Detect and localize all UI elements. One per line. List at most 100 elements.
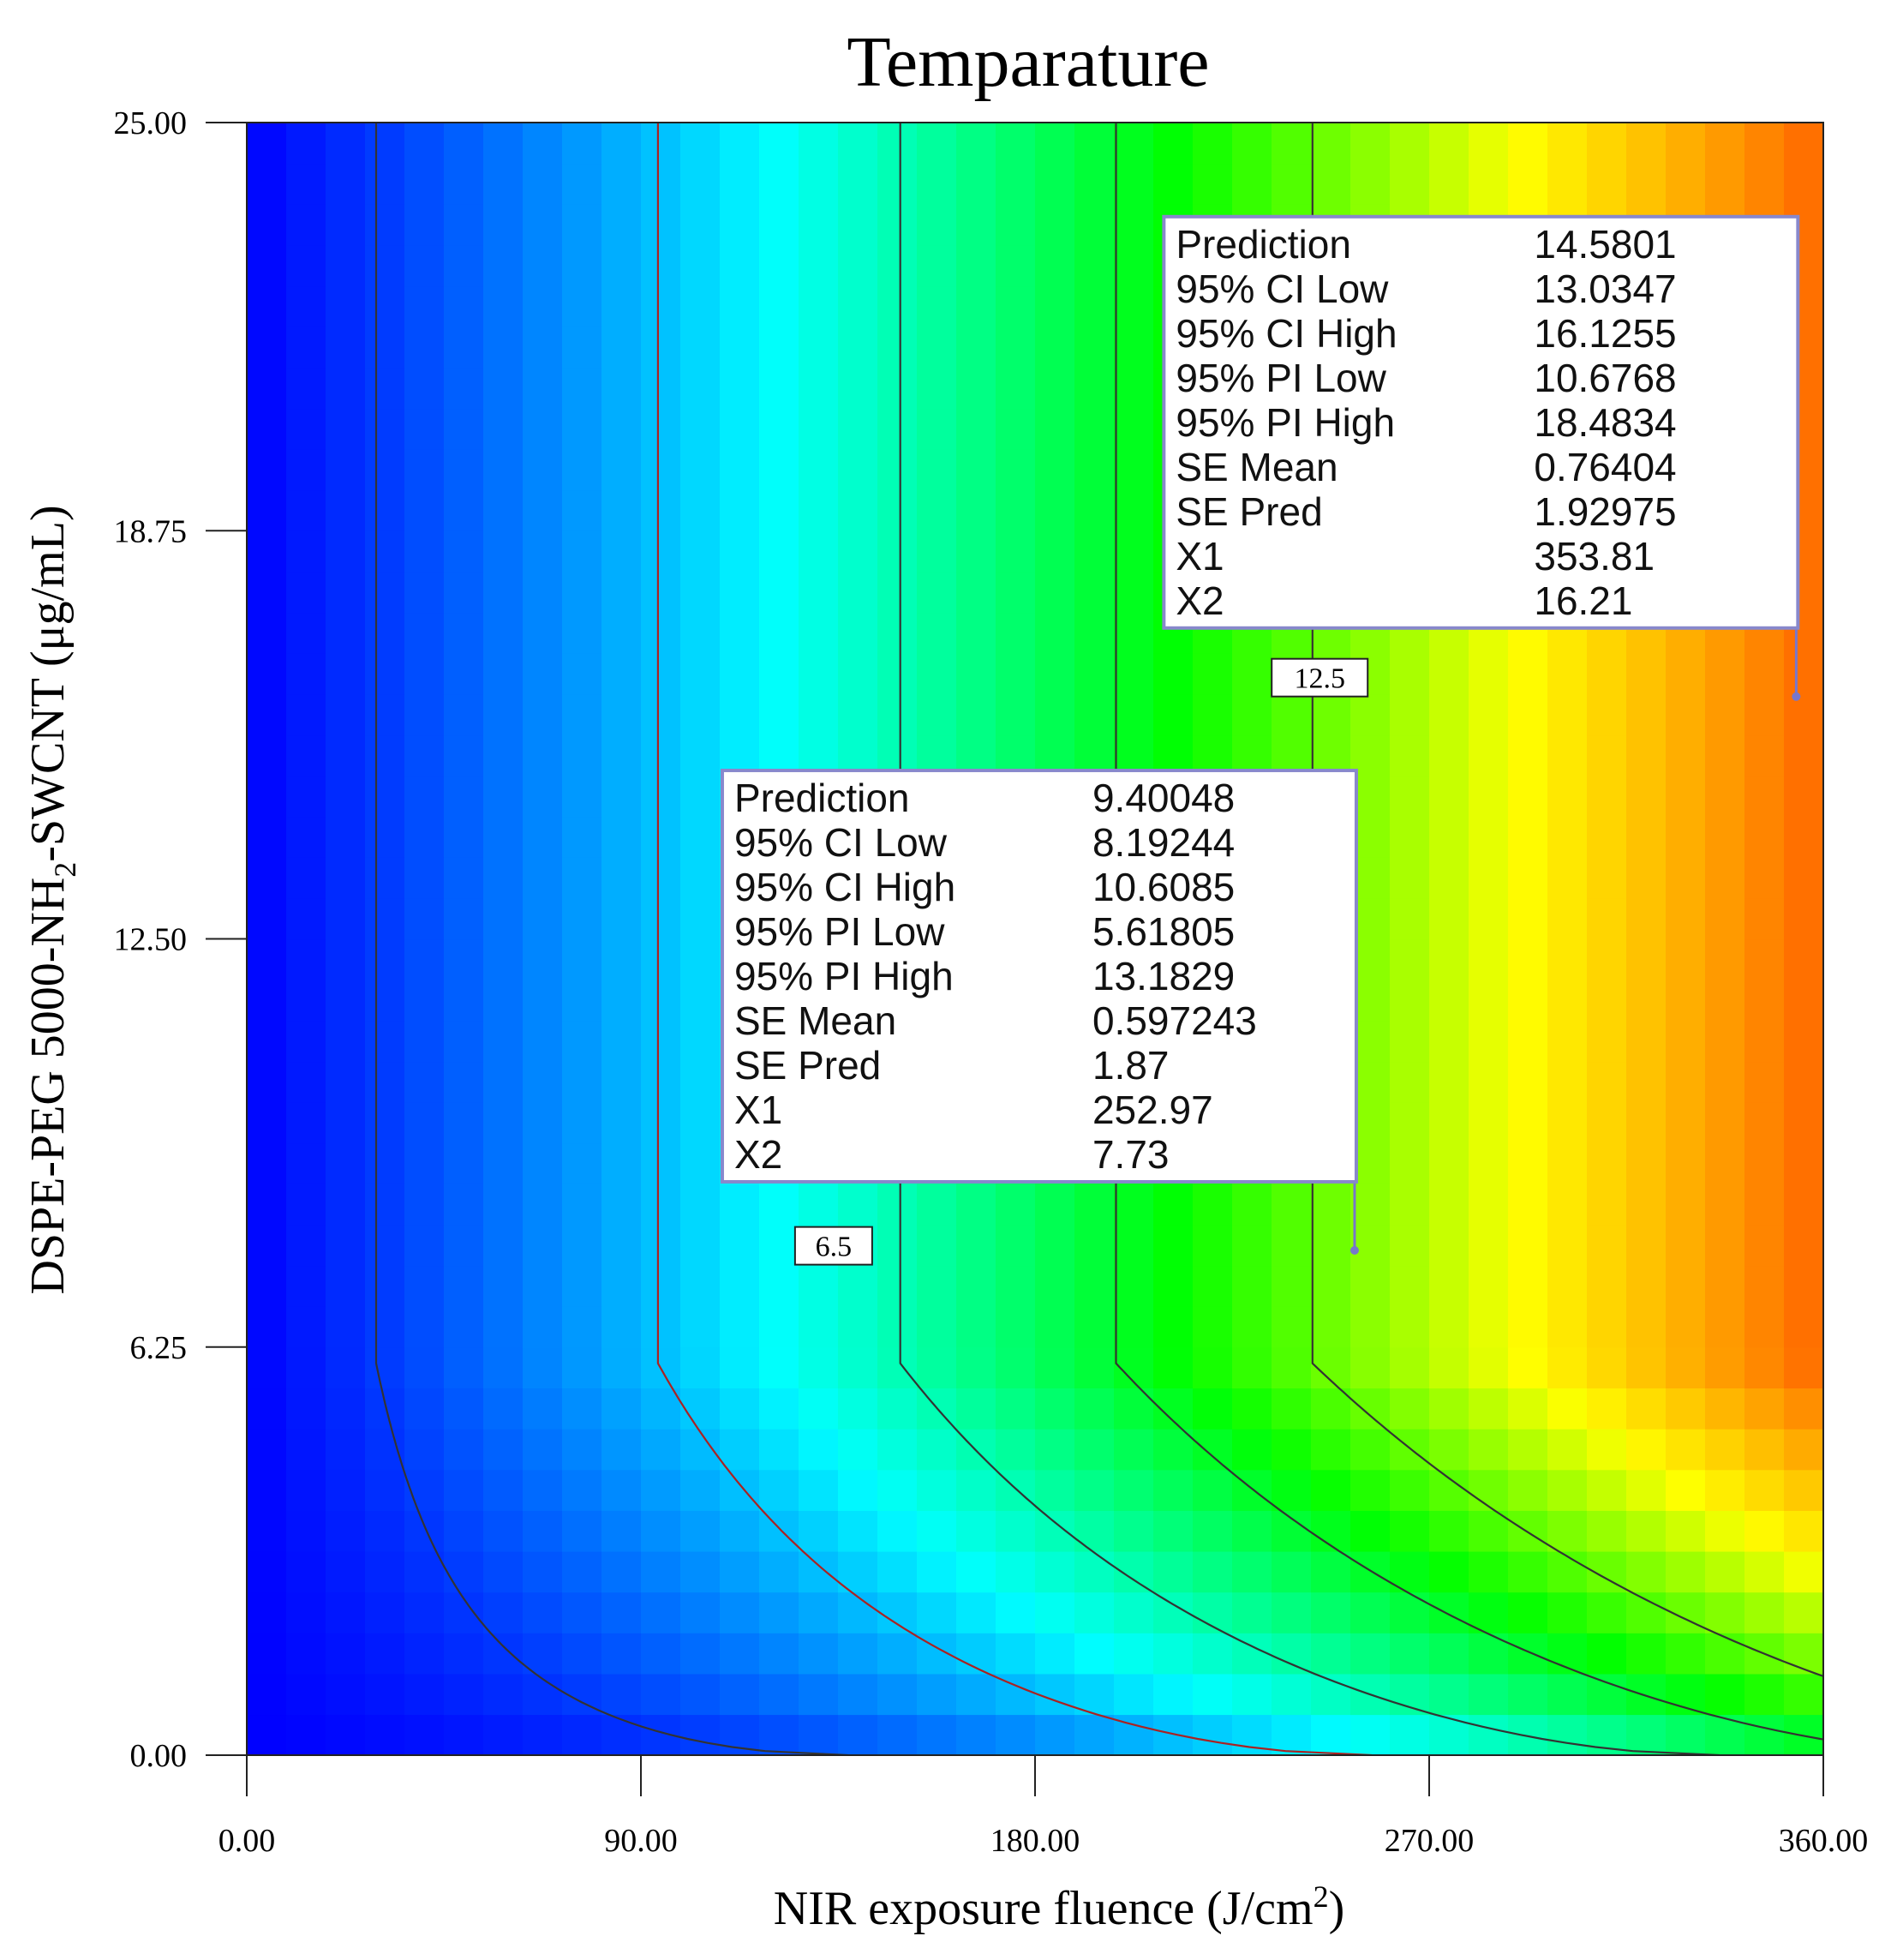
heatmap-cell	[1153, 1184, 1194, 1226]
heatmap-cell	[720, 571, 760, 614]
heatmap-cell	[444, 1388, 484, 1430]
heatmap-cell	[247, 980, 287, 1022]
x-axis-label: NIR exposure fluence (J/cm2)	[774, 1879, 1344, 1935]
heatmap-cell	[1390, 1673, 1430, 1716]
heatmap-cell	[1153, 653, 1194, 695]
heatmap-cell	[601, 489, 642, 531]
heatmap-cell	[523, 327, 563, 369]
heatmap-cell	[365, 693, 405, 736]
heatmap-cell	[483, 1265, 524, 1307]
heatmap-cell	[1469, 980, 1509, 1022]
heatmap-cell	[956, 1469, 996, 1511]
heatmap-cell	[562, 734, 602, 776]
heatmap-cell	[680, 1429, 721, 1471]
heatmap-cell	[877, 693, 918, 736]
heatmap-cell	[444, 653, 484, 695]
heatmap-cell	[641, 1673, 681, 1716]
heatmap-cell	[444, 408, 484, 450]
heatmap-cell	[1035, 1591, 1075, 1633]
heatmap-cell	[247, 1673, 287, 1716]
heatmap-cell	[799, 408, 839, 450]
heatmap-cell	[286, 734, 326, 776]
heatmap-cell	[759, 123, 799, 165]
heatmap-cell	[1390, 123, 1430, 165]
heatmap-cell	[1114, 285, 1154, 327]
annotation-value: 18.4834	[1534, 400, 1676, 445]
heatmap-cell	[365, 1346, 405, 1389]
heatmap-cell	[1429, 1388, 1469, 1430]
annotation-label: X1	[1176, 534, 1224, 578]
heatmap-cell	[956, 1591, 996, 1633]
heatmap-cell	[956, 1184, 996, 1226]
heatmap-cell	[680, 693, 721, 736]
heatmap-cell	[1626, 1510, 1667, 1552]
heatmap-cell	[1469, 693, 1509, 736]
heatmap-cell	[1744, 897, 1785, 940]
heatmap-cell	[1587, 1673, 1627, 1716]
heatmap-cell	[1469, 1550, 1509, 1593]
heatmap-cell	[601, 1306, 642, 1348]
heatmap-cell	[720, 1633, 760, 1675]
heatmap-cell	[1469, 1429, 1509, 1471]
heatmap-cell	[680, 857, 721, 899]
heatmap-cell	[1429, 1714, 1469, 1755]
heatmap-cell	[996, 1429, 1036, 1471]
heatmap-cell	[680, 204, 721, 246]
heatmap-cell	[483, 1673, 524, 1716]
heatmap-cell	[1311, 1633, 1351, 1675]
annotation-point[interactable]	[1792, 692, 1801, 701]
heatmap-cell	[759, 1714, 799, 1755]
heatmap-cell	[680, 1550, 721, 1593]
heatmap-cell	[1272, 1633, 1312, 1675]
heatmap-cell	[680, 1020, 721, 1063]
heatmap-cell	[326, 1184, 366, 1226]
heatmap-cell	[838, 1184, 878, 1226]
contour-label-box	[793, 1226, 873, 1266]
heatmap-cell	[641, 163, 681, 205]
heatmap-cell	[1074, 285, 1115, 327]
heatmap-cell	[562, 1142, 602, 1184]
heatmap-cell	[641, 1550, 681, 1593]
heatmap-cell	[523, 1714, 563, 1755]
heatmap-cell	[838, 367, 878, 410]
heatmap-cell	[759, 1224, 799, 1267]
heatmap-cell	[1153, 163, 1194, 205]
heatmap-cell	[877, 530, 918, 572]
heatmap-cell	[1272, 1550, 1312, 1593]
heatmap-cell	[917, 204, 957, 246]
heatmap-cell	[601, 653, 642, 695]
heatmap-cell	[838, 285, 878, 327]
heatmap-cell	[1232, 1388, 1272, 1430]
y-axis-label-sub: 2	[48, 862, 82, 878]
heatmap-cell	[1666, 980, 1706, 1022]
heatmap-cell	[1193, 1714, 1233, 1755]
heatmap-cell	[365, 530, 405, 572]
heatmap-cell	[326, 1469, 366, 1511]
heatmap-cell	[996, 327, 1036, 369]
heatmap-cell	[286, 816, 326, 858]
heatmap-cell	[720, 408, 760, 450]
heatmap-cell	[483, 285, 524, 327]
heatmap-cell	[799, 1469, 839, 1511]
heatmap-cell	[1193, 693, 1233, 736]
heatmap-cell	[404, 367, 445, 410]
heatmap-cell	[1074, 612, 1115, 654]
heatmap-cell	[1666, 776, 1706, 818]
annotation-label: 95% CI Low	[1176, 267, 1389, 311]
heatmap-cell	[1035, 163, 1075, 205]
heatmap-cell	[680, 1469, 721, 1511]
heatmap-cell	[523, 285, 563, 327]
heatmap-cell	[286, 571, 326, 614]
heatmap-cell	[1587, 163, 1627, 205]
heatmap-cell	[1784, 857, 1823, 899]
heatmap-cell	[1429, 980, 1469, 1022]
heatmap-cell	[1508, 1673, 1548, 1716]
heatmap-cell	[1744, 1265, 1785, 1307]
heatmap-cell	[326, 244, 366, 287]
heatmap-cell	[1547, 1673, 1588, 1716]
heatmap-cell	[404, 857, 445, 899]
heatmap-cell	[1469, 776, 1509, 818]
annotation-point[interactable]	[1349, 1245, 1359, 1255]
heatmap-cell	[1666, 653, 1706, 695]
heatmap-cell	[404, 1061, 445, 1103]
